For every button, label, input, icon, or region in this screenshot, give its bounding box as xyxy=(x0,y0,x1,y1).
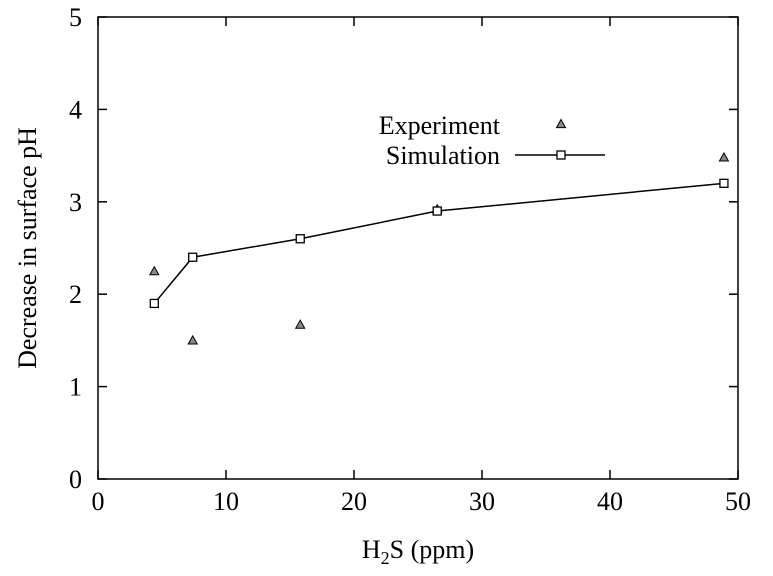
legend-label-simulation: Simulation xyxy=(386,141,500,170)
x-tick-label: 30 xyxy=(469,487,495,516)
y-tick-label: 2 xyxy=(69,280,82,309)
legend-label-experiment: Experiment xyxy=(379,111,501,140)
y-tick-label: 0 xyxy=(69,465,82,494)
data-point-simulation xyxy=(188,252,198,262)
legend-marker-simulation xyxy=(556,150,566,160)
y-axis-ticks: 0 1 2 3 4 5 xyxy=(69,3,738,494)
series-simulation xyxy=(149,178,729,309)
legend-square-marker xyxy=(556,150,566,160)
y-tick-label: 5 xyxy=(69,3,82,32)
x-axis-label: H2S (ppm) xyxy=(362,535,474,568)
y-axis-label: Decrease in surface pH xyxy=(13,127,42,369)
data-point-simulation xyxy=(295,234,305,244)
legend-triangle-marker xyxy=(555,118,567,129)
series-line-simulation xyxy=(153,182,724,304)
series-layer xyxy=(148,151,730,345)
data-point-experiment xyxy=(294,319,306,329)
data-point-simulation xyxy=(432,206,442,216)
data-point-experiment xyxy=(718,151,730,162)
x-tick-label: 40 xyxy=(597,487,623,516)
x-axis-label-rest: S (ppm) xyxy=(390,535,475,564)
data-point-experiment xyxy=(187,334,199,345)
y-tick-label: 3 xyxy=(69,188,82,217)
y-tick-label: 4 xyxy=(69,95,82,124)
x-axis-label-base: H xyxy=(362,535,381,564)
data-point-simulation xyxy=(149,298,159,309)
x-axis-ticks: 0 10 20 30 40 50 xyxy=(92,17,751,516)
x-axis-label-subscript: 2 xyxy=(381,548,390,568)
y-tick-label: 1 xyxy=(69,373,82,402)
data-point-experiment xyxy=(148,265,160,276)
x-tick-label: 10 xyxy=(213,487,239,516)
plot-frame xyxy=(97,16,739,480)
data-point-simulation xyxy=(719,178,729,188)
x-tick-label: 0 xyxy=(92,487,105,516)
legend-marker-experiment xyxy=(555,118,567,129)
x-tick-label: 20 xyxy=(341,487,367,516)
svg-text:H2S (ppm): H2S (ppm) xyxy=(362,535,474,568)
legend: Experiment Simulation xyxy=(379,111,605,170)
x-tick-label: 50 xyxy=(725,487,751,516)
series-experiment xyxy=(148,151,730,345)
